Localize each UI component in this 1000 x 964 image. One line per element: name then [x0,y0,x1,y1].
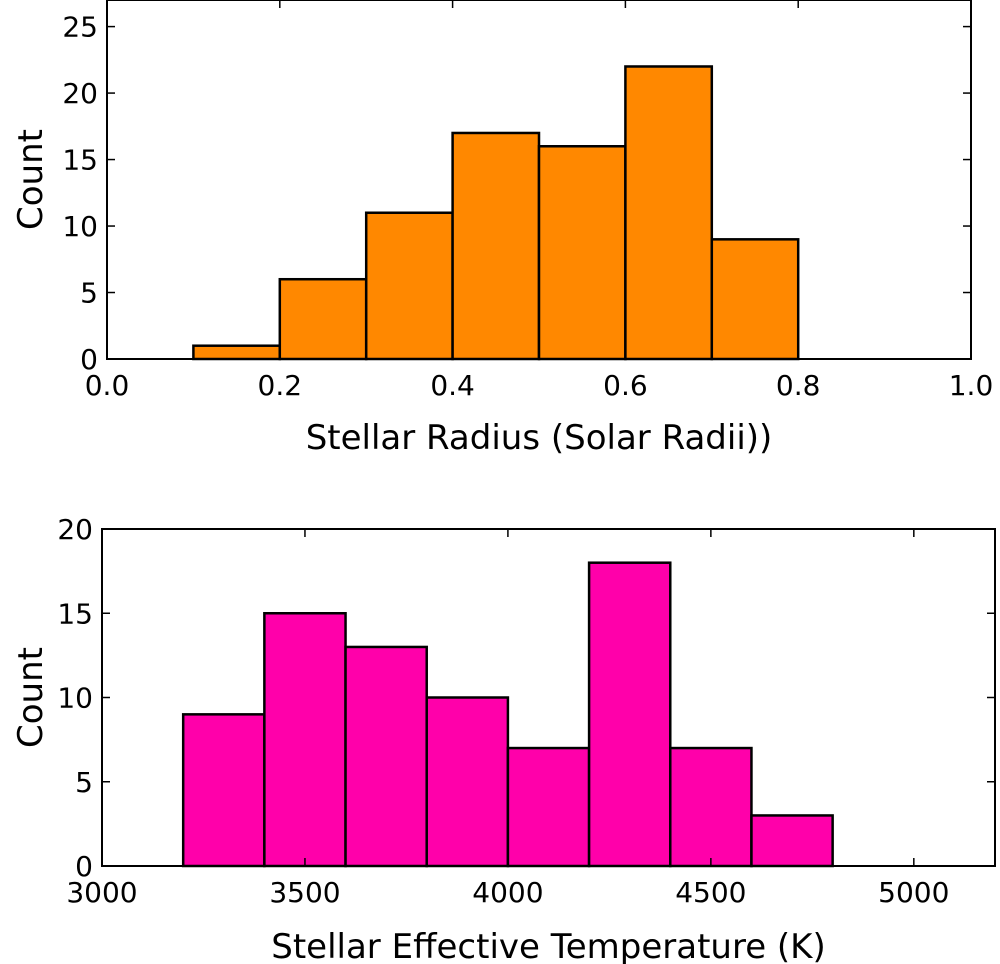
chart1-y-axis-label: Count [11,647,51,748]
chart1-y-tick-label: 20 [57,513,93,546]
chart0-y-tick-label: 10 [62,210,98,243]
chart1-bar-5 [587,561,672,868]
stellar-temperature-histogram: 3000 3500 4000 4500 5000 0 5 10 15 20 Stellar Effe… [11,513,996,964]
chart0-y-axis-label: Count [11,129,51,230]
chart0-y-tick-label: 25 [62,11,98,44]
chart0-x-tick-label: 0.8 [776,369,821,402]
chart1-y-tick-label: 0 [75,850,93,883]
chart0-y-tick-label: 15 [62,144,98,177]
chart1-x-tick-label: 5000 [878,876,949,909]
chart1-x-tick-label: 3000 [66,876,137,909]
chart1-x-tick-label: 4000 [472,876,543,909]
chart1-y-tick-label: 15 [57,597,93,630]
chart1-bar-2 [344,645,428,868]
chart1-x-tick-label: 4500 [675,876,746,909]
chart1-x-axis-label: Stellar Effective Temperature (K) [271,927,826,964]
chart1-bar-4 [506,746,591,868]
chart0-bar-5 [624,65,714,361]
chart0-plot-frame [106,0,972,360]
chart0-y-tick-label: 0 [80,343,98,376]
chart0-bar-3 [451,131,541,361]
chart0-x-tick-label: 0.2 [258,369,303,402]
chart0-bar-2 [364,211,454,361]
chart0-bar-6 [710,238,800,361]
chart0-x-tick-label: 0.4 [430,369,475,402]
chart0-x-tick-label: 1.0 [949,369,994,402]
stellar-radius-histogram: 0.0 0.2 0.4 0.6 0.8 1.0 0 5 10 15 20 25 Stellar Radi… [11,0,993,458]
chart1-bar-0 [181,713,266,868]
chart0-bar-1 [278,277,368,361]
chart1-bar-1 [263,612,347,868]
chart0-y-tick-label: 20 [62,77,98,110]
chart0-bar-0 [192,344,282,361]
chart1-bar-6 [669,746,753,868]
chart0-x-tick-label: 0.6 [603,369,648,402]
chart1-bar-3 [425,696,510,868]
chart1-y-tick-label: 10 [57,682,93,715]
chart0-bar-4 [537,145,627,361]
chart0-x-axis-label: Stellar Radius (Solar Radii)) [306,418,773,458]
chart1-x-tick-label: 3500 [269,876,340,909]
chart1-bar-7 [750,814,834,868]
chart0-x-tick-label: 0.0 [85,369,130,402]
chart0-y-tick-label: 5 [80,277,98,310]
chart1-y-tick-label: 5 [75,766,93,799]
